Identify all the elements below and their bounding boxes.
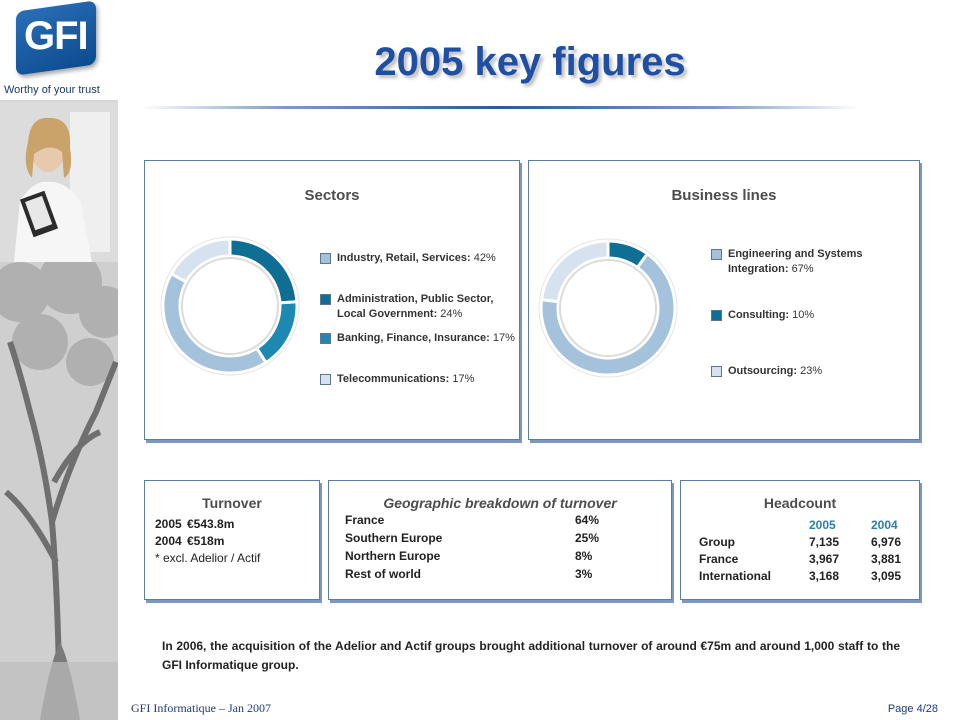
sector-slice-3: [169, 237, 232, 284]
headcount-label: Group: [699, 535, 735, 549]
headcount-label: International: [699, 569, 772, 583]
turnover-panel: Turnover 2005 €543.8m 2004 €518m * excl.…: [144, 480, 320, 600]
sector-legend-swatch: [320, 253, 331, 264]
business-line-slice-2: [539, 239, 610, 304]
logo-area: GFI Worthy of your trust: [0, 0, 118, 100]
sector-legend-pct: 17%: [452, 373, 475, 385]
headcount-2004: 6,976: [871, 535, 902, 549]
sector-legend-item: Telecommunications: 17%: [320, 372, 515, 387]
tree-image: [0, 250, 118, 720]
page-title: 2005 key figures: [374, 40, 686, 84]
left-decoration: GFI Worthy of your trust: [0, 0, 118, 720]
geo-region: Southern Europe: [345, 531, 443, 545]
logo-text: GFI: [24, 14, 89, 58]
headcount-header-row: 2005 2004: [699, 517, 901, 534]
business-line-legend-swatch: [711, 249, 722, 260]
acquisition-note: In 2006, the acquisition of the Adelior …: [162, 639, 900, 672]
turnover-value: €543.8m: [187, 517, 235, 531]
turnover-table: 2005 €543.8m 2004 €518m * excl. Adelior …: [155, 516, 260, 567]
business-line-legend-item: Engineering and Systems Integration: 67%: [711, 247, 891, 277]
headcount-label: France: [699, 552, 739, 566]
geo-pct: 25%: [575, 531, 600, 545]
sector-legend-swatch: [320, 374, 331, 385]
turnover-year: 2004: [155, 534, 182, 548]
sectors-panel: Sectors Industry, Retail, Services: 42% A…: [144, 160, 520, 440]
business-lines-title: Business lines: [671, 187, 777, 204]
headcount-2005: 7,135: [809, 535, 840, 549]
headcount-panel: Headcount 2005 2004 Group 7,135 6,976 Fr…: [680, 480, 920, 600]
sector-legend-label: Administration, Public Sector, Local Gov…: [337, 293, 494, 320]
turnover-title: Turnover: [202, 495, 262, 511]
sectors-title: Sectors: [304, 187, 360, 204]
sector-legend-pct: 24%: [440, 308, 463, 320]
footer-company: GFI Informatique – Jan 2007: [131, 701, 271, 715]
business-line-slice-0: [539, 251, 677, 377]
headcount-col-2005: 2005: [809, 518, 836, 532]
geo-pct: 8%: [575, 549, 593, 563]
headcount-row: Group 7,135 6,976: [699, 534, 901, 551]
sector-legend-label: Banking, Finance, Insurance:: [337, 332, 493, 344]
geo-pct: 3%: [575, 567, 593, 581]
business-line-legend-pct: 10%: [792, 309, 815, 321]
sector-legend-pct: 42%: [473, 252, 496, 264]
headcount-2004: 3,095: [871, 569, 902, 583]
geographic-title: Geographic breakdown of turnover: [383, 495, 617, 511]
business-line-legend-label: Outsourcing:: [728, 365, 801, 377]
sector-legend-item: Administration, Public Sector, Local Gov…: [320, 292, 515, 322]
tagline: Worthy of your trust: [4, 84, 100, 96]
geo-row: Rest of world 3%: [345, 565, 599, 583]
turnover-value: €518m: [187, 534, 225, 548]
sector-legend-swatch: [320, 333, 331, 344]
geo-region: France: [345, 513, 385, 527]
page-number: Page 4/28: [887, 703, 938, 715]
headcount-2005: 3,168: [809, 569, 840, 583]
business-line-legend-item: Outsourcing: 23%: [711, 364, 891, 379]
turnover-note: * excl. Adelior / Actif: [155, 551, 261, 565]
headcount-2005: 3,967: [809, 552, 840, 566]
geo-row: Southern Europe 25%: [345, 529, 599, 547]
business-line-legend-pct: 23%: [800, 365, 823, 377]
sector-legend-swatch: [320, 294, 331, 305]
business-line-legend-label: Engineering and Systems Integration:: [728, 248, 863, 275]
headcount-row: France 3,967 3,881: [699, 551, 901, 568]
business-line-legend-swatch: [711, 310, 722, 321]
sectors-donut-chart: [160, 236, 300, 376]
sector-legend-pct: 17%: [492, 332, 515, 344]
headcount-2004: 3,881: [871, 552, 902, 566]
geo-region: Rest of world: [345, 567, 422, 581]
geographic-panel: Geographic breakdown of turnover France …: [328, 480, 672, 600]
geo-row: Northern Europe 8%: [345, 547, 599, 565]
sector-legend-label: Industry, Retail, Services:: [337, 252, 474, 264]
business-line-legend-item: Consulting: 10%: [711, 308, 891, 323]
geographic-table: France 64% Southern Europe 25% Northern …: [345, 511, 599, 583]
headcount-title: Headcount: [763, 495, 837, 511]
business-line-legend-label: Consulting:: [728, 309, 793, 321]
turnover-row: 2004 €518m: [155, 533, 260, 550]
geo-pct: 64%: [575, 513, 600, 527]
business-line-legend-pct: 67%: [791, 263, 814, 275]
woman-photo: [0, 102, 118, 262]
geo-region: Northern Europe: [345, 549, 441, 563]
headcount-row: International 3,168 3,095: [699, 568, 901, 585]
title-divider: [140, 106, 860, 109]
headcount-table: 2005 2004 Group 7,135 6,976 France 3,967…: [699, 517, 901, 585]
turnover-row: 2005 €543.8m: [155, 516, 260, 533]
geo-row: France 64%: [345, 511, 599, 529]
sector-legend-item: Industry, Retail, Services: 42%: [320, 251, 515, 266]
business-lines-donut-chart: [538, 238, 678, 378]
headcount-col-2004: 2004: [871, 518, 898, 532]
business-lines-panel: Business lines Engineering and Systems I…: [528, 160, 920, 440]
sector-legend-item: Banking, Finance, Insurance: 17%: [320, 331, 515, 346]
sector-legend-label: Telecommunications:: [337, 373, 453, 385]
business-line-legend-swatch: [711, 366, 722, 377]
turnover-year: 2005: [155, 517, 182, 531]
